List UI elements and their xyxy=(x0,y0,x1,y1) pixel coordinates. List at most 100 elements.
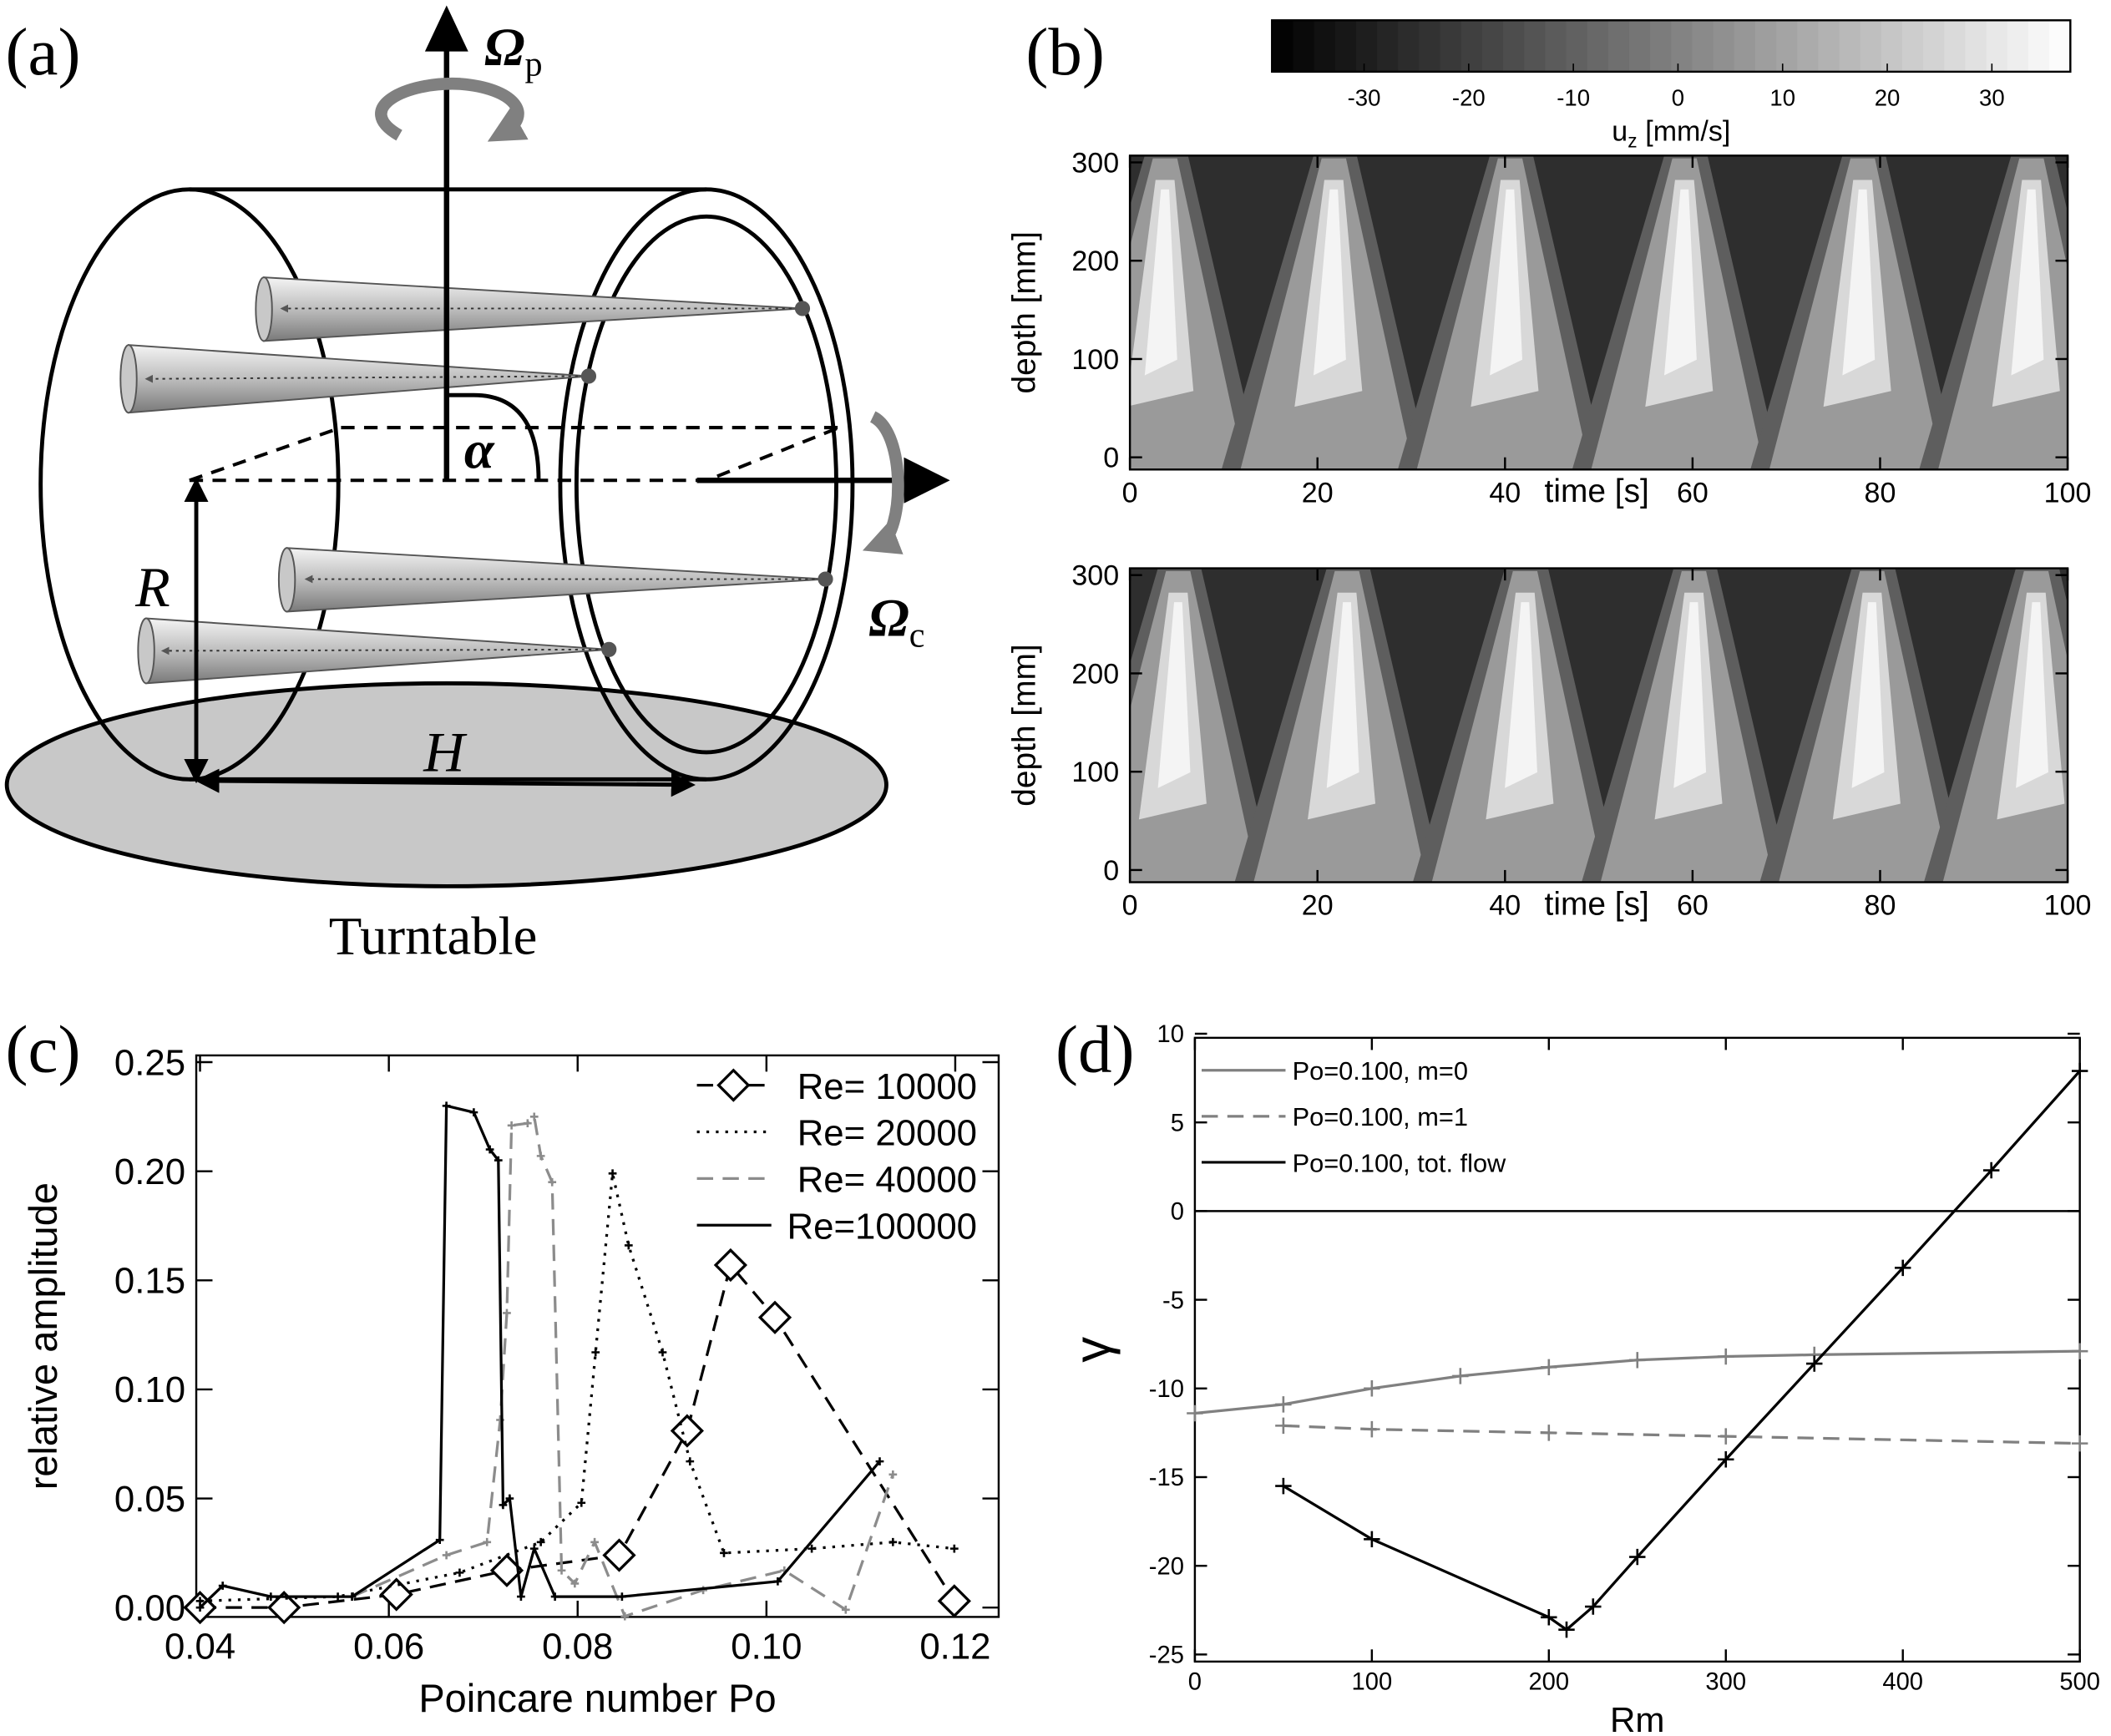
sensor xyxy=(794,301,811,316)
marker xyxy=(266,1592,276,1601)
heatmap-band xyxy=(2016,602,2048,788)
colorbar-label-main: u xyxy=(1612,116,1628,148)
x-tick-label: 0 xyxy=(1188,1668,1202,1695)
marker xyxy=(1187,1404,1203,1422)
marker xyxy=(1364,1380,1380,1397)
marker xyxy=(1275,1396,1292,1413)
series-line xyxy=(1283,1424,2080,1445)
marker xyxy=(888,1470,898,1479)
chart: 0.04 0.06 0.08 0.10 0.12 0.00 0.05 0.10 0.15 0.20… xyxy=(6,1011,1000,1720)
heatmap-band xyxy=(2011,189,2044,376)
subscript: c xyxy=(909,616,925,655)
heatmap-image xyxy=(1130,155,2068,470)
omega-c: Ωc xyxy=(868,589,924,655)
marker xyxy=(2071,1343,2088,1359)
marker xyxy=(686,1457,695,1465)
colorbar-step xyxy=(1818,20,1840,72)
colorbar-step xyxy=(1923,20,1946,72)
colorbar-step xyxy=(1377,20,1400,72)
x-tick-label: 0 xyxy=(1122,890,1138,922)
x-tick-label: 100 xyxy=(2044,477,2092,509)
x-axis-label: Rm xyxy=(1610,1700,1665,1736)
marker xyxy=(218,1582,227,1590)
marker xyxy=(807,1544,816,1553)
colorbar-step xyxy=(1545,20,1567,72)
chart: -30 -20 -10 0 10 20 30 uz [mm/s] 0 20 40 60 80 100 0 100… xyxy=(1007,14,2092,509)
colorbar-step xyxy=(1503,20,1526,72)
heatmap-band xyxy=(1505,602,1537,788)
cone xyxy=(145,617,610,685)
marker xyxy=(720,1548,728,1557)
rotation-arrow xyxy=(862,411,904,554)
x-tick-label: 0 xyxy=(1122,477,1138,509)
heatmap-band xyxy=(1490,189,1522,376)
marker xyxy=(591,1348,600,1357)
legend-label: Po=0.100, m=1 xyxy=(1293,1102,1468,1131)
marker xyxy=(2071,1435,2088,1452)
x-axis-label: time [s] xyxy=(1545,473,1649,509)
arrow-head xyxy=(424,5,468,52)
marker xyxy=(602,1538,636,1572)
x-tick-label: 0.06 xyxy=(353,1627,424,1668)
y-tick-label: -10 xyxy=(1149,1376,1184,1403)
marker xyxy=(949,1544,959,1553)
marker xyxy=(485,1145,494,1154)
symbol: Ω xyxy=(868,589,909,649)
x-tick-label: 300 xyxy=(1705,1668,1746,1695)
marker xyxy=(442,1101,451,1111)
colorbar-step xyxy=(1965,20,1987,72)
y-tick-label: 0 xyxy=(1103,443,1119,474)
y-tick-label: 0.00 xyxy=(114,1587,185,1628)
colorbar-step xyxy=(1986,20,2008,72)
colorbar-tick-label: 0 xyxy=(1672,84,1684,110)
marker xyxy=(841,1605,850,1614)
colorbar-step xyxy=(1481,20,1504,72)
y-tick-label: 300 xyxy=(1071,560,1119,592)
height-arrow xyxy=(195,768,696,797)
marker xyxy=(523,1119,532,1128)
y-tick-label: 200 xyxy=(1071,658,1119,690)
marker xyxy=(875,1457,884,1465)
plot-frame xyxy=(1128,154,2069,471)
marker xyxy=(483,1537,492,1546)
legend-label: Po=0.100, tot. flow xyxy=(1293,1148,1506,1177)
heatmap-band xyxy=(1157,602,1191,788)
x-tick-label: 0.04 xyxy=(165,1627,235,1668)
y-tick-label: 0.25 xyxy=(114,1042,185,1083)
cylinder-rim xyxy=(574,214,838,755)
marker xyxy=(469,1108,478,1116)
y-tick-label: 100 xyxy=(1071,757,1119,788)
marker xyxy=(494,1156,503,1165)
marker xyxy=(624,1241,633,1250)
rotation-arrow xyxy=(375,77,529,142)
cones xyxy=(119,276,833,685)
marker xyxy=(550,1592,559,1601)
panel-label: (a) xyxy=(6,14,81,89)
y-tick-label: 0.20 xyxy=(114,1151,185,1192)
y-tick-label: 0.15 xyxy=(114,1261,185,1302)
colorbar-step xyxy=(1587,20,1609,72)
panel-label: (c) xyxy=(6,1011,81,1086)
diagram: (a) Ωp Ωc α R H Turntable xyxy=(4,5,950,966)
marker xyxy=(548,1177,557,1187)
turntable-label: Turntable xyxy=(329,906,538,966)
marker xyxy=(937,1584,971,1618)
y-tick-label: -20 xyxy=(1149,1553,1184,1580)
legend-label: Po=0.100, m=0 xyxy=(1293,1056,1468,1086)
marker xyxy=(195,1603,205,1612)
marker xyxy=(1806,1355,1823,1372)
heatmap-band xyxy=(1842,189,1876,376)
marker xyxy=(2071,1062,2088,1080)
x-tick-label: 60 xyxy=(1677,890,1709,922)
x-tick-label: 400 xyxy=(1882,1668,1923,1695)
marker xyxy=(658,1348,667,1357)
marker xyxy=(1275,1477,1292,1495)
y-tick-label: 0.10 xyxy=(114,1369,185,1410)
colorbar-tick-label: -10 xyxy=(1557,84,1590,110)
x-tick-label: 80 xyxy=(1865,477,1896,509)
legend-label: Re= 20000 xyxy=(797,1113,977,1154)
colorbar-step xyxy=(1524,20,1547,72)
colorbar-step xyxy=(1754,20,1778,72)
colorbar-label-sub: z xyxy=(1628,130,1637,152)
